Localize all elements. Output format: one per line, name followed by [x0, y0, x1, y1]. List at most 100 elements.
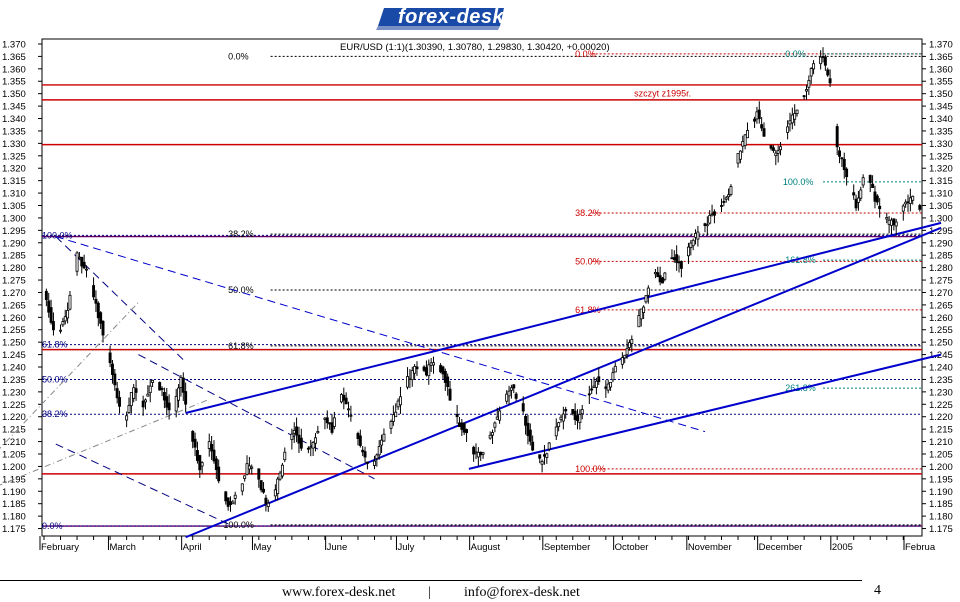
- candle-body: [297, 434, 301, 444]
- candle-body: [901, 205, 905, 212]
- candle-body: [280, 464, 284, 477]
- candle-body: [195, 450, 199, 461]
- candle-body: [481, 452, 485, 455]
- y-tick-label-left: 1.330: [2, 139, 26, 150]
- candle-body: [776, 150, 780, 154]
- footer-email-link[interactable]: info@forex-desk.net: [464, 585, 580, 600]
- candle-body: [332, 417, 336, 427]
- candle-body: [686, 246, 690, 257]
- candle-body: [753, 118, 757, 122]
- y-tick-label-left: 1.325: [2, 151, 26, 162]
- candle-body: [229, 501, 232, 505]
- y-tick-label-right: 1.200: [929, 462, 953, 473]
- logo-text: forex-desk: [398, 6, 505, 28]
- x-tick-label: Februa: [905, 542, 936, 553]
- y-tick-label-right: 1.190: [929, 487, 953, 498]
- candle-body: [264, 497, 268, 504]
- candle-body: [408, 377, 412, 380]
- y-tick-label-left: 1.225: [2, 400, 26, 411]
- y-tick-label-right: 1.215: [929, 425, 953, 436]
- candle-body: [472, 446, 476, 455]
- trend-line: [185, 349, 437, 414]
- candle-body: [653, 271, 657, 275]
- candle-body: [377, 446, 381, 456]
- y-tick-label-right: 1.325: [929, 151, 953, 162]
- candle-body: [540, 461, 544, 465]
- y-tick-label-right: 1.280: [929, 263, 953, 274]
- candle-body: [625, 348, 629, 356]
- candle-body: [94, 298, 98, 304]
- candle-body: [323, 417, 327, 420]
- y-tick-label-right: 1.285: [929, 251, 953, 262]
- y-tick-label-right: 1.290: [929, 238, 953, 249]
- candle-body: [51, 321, 55, 331]
- candle-body: [720, 205, 723, 207]
- fib-level-label: 61.8%: [42, 340, 68, 350]
- candle-body: [85, 268, 88, 271]
- candle-body: [507, 390, 511, 397]
- y-tick-label-left: 1.360: [2, 64, 26, 75]
- y-tick-label-right: 1.255: [929, 325, 953, 336]
- candle-body: [609, 381, 613, 388]
- x-tick-label: April: [183, 542, 202, 553]
- candle-body: [132, 387, 136, 399]
- candle-body: [231, 501, 235, 505]
- candle-body: [361, 449, 365, 453]
- y-tick-label-right: 1.315: [929, 176, 953, 187]
- candle-body: [394, 411, 398, 418]
- candle-body: [703, 223, 707, 226]
- candle-body: [144, 399, 147, 403]
- candle-body: [819, 56, 823, 65]
- y-tick-label-left: 1.335: [2, 126, 26, 137]
- candle-body: [278, 472, 282, 480]
- candle-body: [63, 316, 67, 322]
- candle-body: [476, 451, 480, 458]
- fib-level-label: 61.8%: [228, 341, 254, 351]
- trend-line: [185, 226, 942, 539]
- footer-website-link[interactable]: www.forex-desk.net: [282, 585, 396, 600]
- candle-body: [679, 261, 683, 269]
- candle-body: [441, 366, 445, 375]
- y-tick-label-left: 1.245: [2, 350, 26, 361]
- candle-body: [330, 422, 334, 433]
- candle-body: [273, 489, 277, 497]
- candle-body: [868, 174, 872, 183]
- candle-body: [580, 409, 584, 415]
- candle-body: [266, 502, 270, 508]
- y-tick-label-left: 1.355: [2, 77, 26, 88]
- candle-body: [162, 391, 166, 401]
- y-tick-label-right: 1.320: [929, 164, 953, 175]
- candle-body: [243, 475, 247, 479]
- candle-body: [854, 198, 858, 209]
- candle-body: [134, 388, 138, 393]
- y-tick-label-left: 1.320: [2, 164, 26, 175]
- candle-body: [894, 221, 898, 227]
- candle-body: [746, 130, 749, 139]
- candle-body: [911, 195, 915, 201]
- fib-level-label: 50.0%: [575, 256, 601, 266]
- candle-body: [528, 429, 532, 442]
- candle-body: [257, 468, 261, 480]
- candle-body: [247, 465, 251, 470]
- candle-body: [127, 405, 131, 413]
- candle-body: [559, 416, 563, 420]
- annotation-label: szczyt z1995r.: [634, 89, 691, 99]
- y-tick-label-right: 1.360: [929, 64, 953, 75]
- candle-body: [415, 366, 419, 370]
- candle-body: [547, 442, 551, 450]
- candle-body: [779, 146, 782, 151]
- candle-body: [892, 218, 896, 226]
- x-tick-label: August: [471, 542, 501, 553]
- candle-body: [262, 488, 266, 493]
- y-tick-label-right: 1.225: [929, 400, 953, 411]
- y-tick-label-left: 1.230: [2, 387, 26, 398]
- fib-level-label: 61.8%: [575, 305, 601, 315]
- fib-level-label: 38.2%: [42, 409, 68, 419]
- candle-body: [524, 415, 528, 426]
- candle-body: [151, 379, 155, 383]
- candle-body: [413, 366, 417, 374]
- y-tick-label-left: 1.295: [2, 226, 26, 237]
- y-tick-label-left: 1.305: [2, 201, 26, 212]
- candle-body: [498, 410, 502, 421]
- y-tick-label-right: 1.345: [929, 102, 953, 113]
